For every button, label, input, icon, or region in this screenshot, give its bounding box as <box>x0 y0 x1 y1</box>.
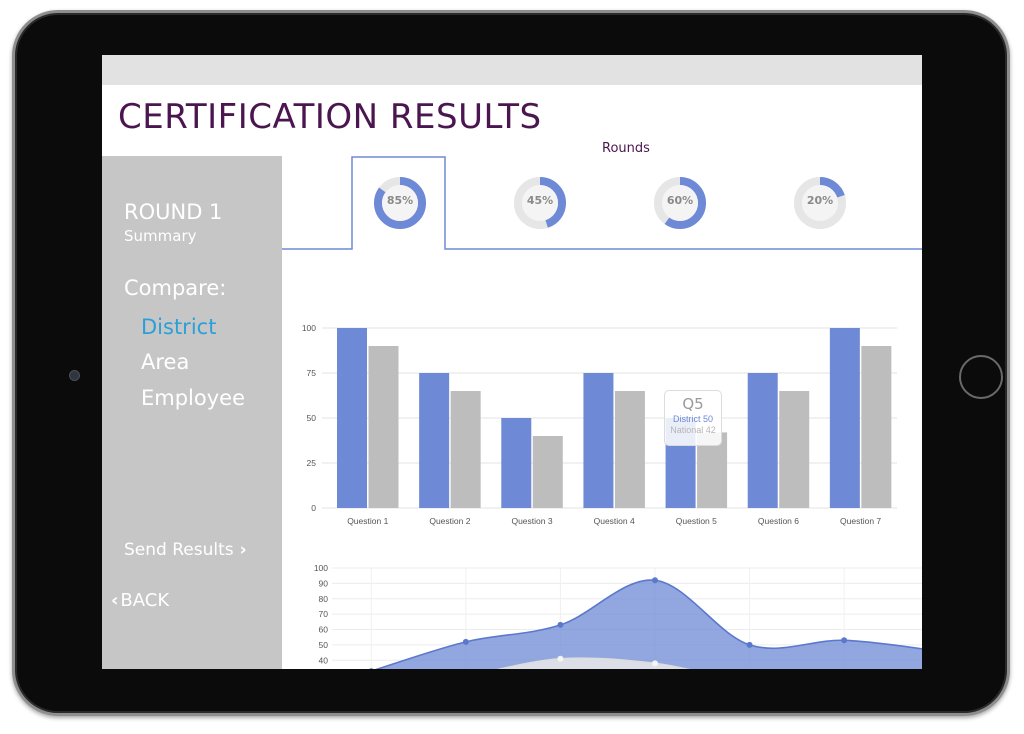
round-percent: 20% <box>806 194 834 207</box>
data-point <box>652 660 658 667</box>
app-screen: CERTIFICATION RESULTS ROUND 1 Summary Co… <box>102 55 922 669</box>
round-tab-1[interactable]: 85% <box>369 172 431 234</box>
bar <box>829 328 860 508</box>
page-title: CERTIFICATION RESULTS <box>118 97 542 137</box>
status-bar <box>102 55 922 85</box>
y-tick-label: 80 <box>319 594 329 604</box>
tooltip-national-value: National 42 <box>670 425 716 435</box>
y-tick-label: 100 <box>314 563 328 573</box>
round-percent: 85% <box>386 194 414 207</box>
chart-tooltip: Q5 District 50 National 42 <box>664 390 722 446</box>
x-tick-label: Question 5 <box>676 516 717 526</box>
progress-ring-icon <box>794 177 846 229</box>
data-point <box>652 577 658 584</box>
tooltip-title: Q5 <box>682 395 704 413</box>
y-tick-label: 90 <box>319 578 329 588</box>
round-percent: 60% <box>666 194 694 207</box>
bar <box>501 418 532 508</box>
bar <box>450 391 481 508</box>
y-tick-label: 60 <box>319 625 329 635</box>
back-label: BACK <box>120 590 170 611</box>
progress-ring-icon <box>514 177 566 229</box>
selected-tab-outline <box>282 156 922 250</box>
compare-label: Compare: <box>124 276 227 300</box>
area-fill <box>377 580 922 669</box>
y-tick-label: 100 <box>302 323 316 333</box>
bar <box>861 346 892 508</box>
bar <box>532 436 563 508</box>
bar <box>337 328 367 508</box>
bar <box>583 373 614 508</box>
chevron-right-icon: › <box>239 540 247 560</box>
send-results-button[interactable]: Send Results › <box>124 540 247 560</box>
y-tick-label: 75 <box>307 368 317 378</box>
home-button[interactable] <box>959 355 1003 399</box>
bar <box>419 373 450 508</box>
data-point <box>557 621 564 628</box>
x-tick-label: Question 4 <box>594 516 635 526</box>
rounds-selector: 85% 45% 60% <box>282 155 922 255</box>
y-tick-label: 50 <box>307 413 317 423</box>
x-tick-label: Question 1 <box>347 516 388 526</box>
x-tick-label: Question 3 <box>511 516 552 526</box>
sidebar: ROUND 1 Summary Compare: District Area E… <box>102 156 282 669</box>
y-tick-label: 0 <box>311 503 316 513</box>
compare-option-area[interactable]: Area <box>141 350 190 374</box>
round-title: ROUND 1 <box>124 200 223 224</box>
data-point <box>746 641 753 648</box>
tooltip-district-value: District 50 <box>672 414 713 424</box>
y-tick-label: 40 <box>319 655 329 665</box>
round-subtitle: Summary <box>124 227 197 245</box>
data-point <box>841 637 848 644</box>
round-tab-4[interactable]: 20% <box>789 172 851 234</box>
round-tab-2[interactable]: 45% <box>509 172 571 234</box>
camera-icon <box>69 370 80 381</box>
area-chart: 40 50 60 70 80 90 100 <box>314 563 922 669</box>
y-tick-label: 25 <box>307 458 317 468</box>
back-button[interactable]: ‹ BACK <box>111 590 169 611</box>
bar <box>779 391 810 508</box>
bar <box>747 373 778 508</box>
data-point <box>462 638 469 645</box>
x-tick-label: Question 2 <box>429 516 470 526</box>
progress-ring-icon <box>374 177 426 229</box>
bar <box>614 391 645 508</box>
round-percent: 45% <box>526 194 554 207</box>
bar-chart: 0 25 50 75 100 Question 1 Question 2 Question 3… <box>302 323 897 526</box>
data-point <box>369 668 374 669</box>
y-tick-label: 70 <box>319 609 329 619</box>
data-point <box>557 655 564 662</box>
rounds-label: Rounds <box>602 141 650 156</box>
compare-option-district[interactable]: District <box>141 315 217 339</box>
x-tick-label: Question 7 <box>840 516 881 526</box>
chevron-left-icon: ‹ <box>111 590 119 611</box>
y-tick-label: 50 <box>319 640 329 650</box>
progress-ring-icon <box>654 177 706 229</box>
round-tab-3[interactable]: 60% <box>649 172 711 234</box>
send-results-label: Send Results <box>124 540 234 560</box>
bar <box>368 346 399 508</box>
x-tick-label: Question 6 <box>758 516 799 526</box>
compare-option-employee[interactable]: Employee <box>141 386 246 410</box>
